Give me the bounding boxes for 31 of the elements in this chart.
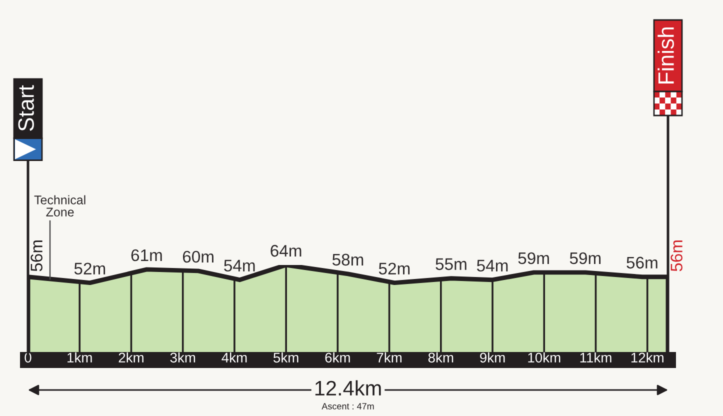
data-label: 52m	[378, 262, 410, 275]
data-label: 56m	[30, 240, 42, 272]
x-tick-label: 10km	[528, 352, 560, 363]
x-tick-label: 4km	[222, 352, 247, 362]
ref-line-label: Start	[18, 85, 34, 131]
x-tick-label: 8km	[428, 352, 454, 363]
text: 12.4km	[315, 380, 381, 396]
data-label: 54m	[224, 260, 255, 272]
data-label: 55m	[436, 258, 466, 270]
x-tick-label: 2km	[118, 352, 144, 362]
data-label: 58m	[332, 254, 364, 266]
text: Technical Zone	[34, 195, 86, 217]
x-tick-label: 5km	[274, 352, 298, 363]
x-tick-label: 9km	[480, 352, 505, 363]
text: Ascent : 47m	[322, 403, 374, 410]
x-tick-label: 1km	[68, 352, 92, 362]
data-label: 56m	[626, 256, 658, 269]
x-tick-label: 3km	[170, 352, 196, 363]
data-label: 56m	[670, 240, 682, 272]
x-tick-label: 11km	[580, 352, 612, 362]
data-label: 59m	[570, 252, 601, 264]
x-tick-label: 7km	[376, 352, 402, 362]
data-label: 64m	[270, 244, 302, 257]
data-label: 59m	[518, 252, 549, 264]
x-tick-label: 6km	[325, 352, 350, 363]
data-label: 60m	[182, 250, 214, 263]
ref-line-label: Finish	[658, 27, 674, 84]
x-tick-label: 12km	[631, 352, 664, 362]
data-label: 61m	[131, 249, 162, 262]
data-label: 54m	[476, 260, 508, 272]
data-label: 52m	[74, 262, 106, 275]
